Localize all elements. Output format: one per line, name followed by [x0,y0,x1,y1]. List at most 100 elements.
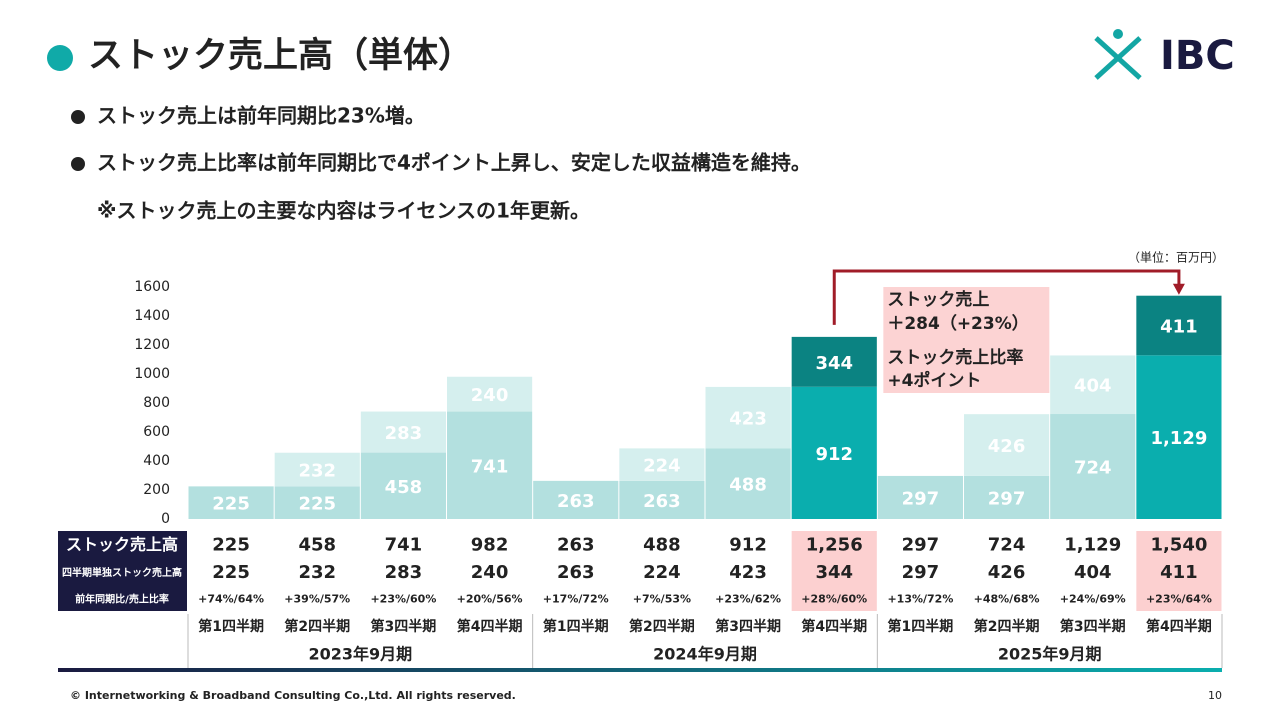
group-label: 2025年9月期 [998,645,1102,664]
highlight-cell [1136,586,1222,611]
data-label: 411 [1160,316,1198,337]
y-tick-label: 1000 [134,366,170,382]
bar-segment [1050,414,1136,519]
x-tick-label: 第2四半期 [974,618,1040,635]
row-header-bg [58,531,187,558]
table-cell: 458 [298,535,336,556]
data-label: 423 [729,409,767,430]
data-label: 225 [298,494,336,515]
data-label: 724 [1074,458,1112,479]
x-tick-label: 第4四半期 [801,618,867,635]
table-cell: 225 [212,562,250,583]
table-cell: +23%/62% [715,593,781,606]
row-header-bg [58,558,187,586]
bar-segment [877,475,963,519]
y-tick-label: 200 [143,482,170,498]
data-label: 404 [1074,376,1112,397]
x-tick-label: 第2四半期 [284,618,350,635]
bar-segment [447,376,533,412]
bullet: ストック売上は前年同期比23%増。 [97,104,425,128]
table-cell: 724 [988,535,1026,556]
table-cell: 404 [1074,562,1112,583]
bar-segment [274,486,360,519]
bar-segment [705,448,791,519]
data-label: 297 [988,488,1026,509]
table-cell: +39%/57% [284,593,350,606]
y-tick-label: 1600 [134,279,170,295]
data-label: 263 [643,491,681,512]
data-label: 283 [385,423,423,444]
table-cell: 344 [815,562,853,583]
bullet-dot [71,110,85,124]
note: ※ストック売上の主要な内容はライセンスの1年更新。 [97,199,590,223]
table-cell: 1,540 [1150,535,1207,556]
page-number: 10 [1208,689,1222,702]
group-label: 2024年9月期 [653,645,757,664]
annotation-arrow [832,269,1181,325]
data-label: 458 [385,477,423,498]
bar-segment [360,452,446,519]
x-tick-label: 第1四半期 [888,618,954,635]
data-label: 225 [212,494,250,515]
table-cell: 225 [212,535,250,556]
data-label: 344 [815,353,853,374]
table-cell: 488 [643,535,681,556]
data-label: 741 [471,456,509,477]
annotation-text: ＋284（+23%） [887,313,1028,334]
bar-segment [1136,295,1222,356]
copyright: © Internetworking & Broadband Consulting… [70,689,516,702]
table-cell: 224 [643,562,681,583]
group-label: 2023年9月期 [308,645,412,664]
highlight-cell [1136,558,1222,586]
table-cell: 423 [729,562,767,583]
bar-segment [705,386,791,449]
y-tick-label: 1200 [134,337,170,353]
data-label: 912 [815,444,853,465]
title: ストック売上高（単体） [88,36,473,76]
bullet: ストック売上比率は前年同期比で4ポイント上昇し、安定した収益構造を維持。 [97,151,811,175]
table-cell: +20%/56% [457,593,523,606]
table-cell: 263 [557,535,595,556]
x-tick-label: 第4四半期 [1146,618,1212,635]
table-cell: +24%/69% [1060,593,1126,606]
x-tick-label: 第3四半期 [371,618,437,635]
highlight-cell [791,531,877,558]
row-header: ストック売上高 [66,535,178,554]
arrow-head [1172,283,1185,295]
table-cell: +74%/64% [198,593,264,606]
bar-segment [447,411,533,519]
annotation-text: +4ポイント [887,370,981,391]
bar-segment [791,386,877,519]
y-tick-label: 0 [161,511,170,527]
x-tick-label: 第2四半期 [629,618,695,635]
data-label: 426 [988,436,1026,457]
logo-icon [1094,29,1142,80]
highlight-cell [791,558,877,586]
table-cell: 1,129 [1064,535,1121,556]
bullet-dot [71,157,85,171]
table-cell: 426 [988,562,1026,583]
bar-segment [274,452,360,487]
data-label: 297 [902,488,940,509]
logo-text: IBC [1160,33,1235,79]
footer-bar [58,668,1222,672]
table-cell: 263 [557,562,595,583]
table-cell: +23%/64% [1146,593,1212,606]
annotation-text: ストック売上比率 [887,347,1023,368]
row-header: 前年同期比/売上比率 [75,593,169,606]
x-tick-label: 第3四半期 [715,618,781,635]
table-cell: 297 [902,562,940,583]
data-label: 488 [729,475,767,496]
annotation-text: ストック売上 [887,289,989,310]
table-cell: 982 [471,535,509,556]
bar-segment [1050,355,1136,415]
x-tick-label: 第1四半期 [198,618,264,635]
table-cell: +28%/60% [801,593,867,606]
bar-segment [619,480,705,519]
table-cell: 912 [729,535,767,556]
y-tick-label: 800 [143,395,170,411]
bar-segment [964,475,1050,519]
highlight-cell [1136,531,1222,558]
unit-note: （単位：百万円） [1128,250,1224,265]
